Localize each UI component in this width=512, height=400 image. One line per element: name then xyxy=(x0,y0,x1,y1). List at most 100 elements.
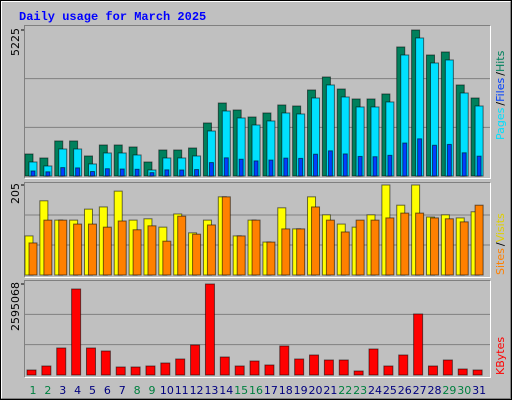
legend-entry: Hits xyxy=(494,50,507,72)
bar xyxy=(387,154,393,177)
bar xyxy=(313,153,319,177)
x-tick-label: 11 xyxy=(175,384,189,397)
x-tick-label: 31 xyxy=(472,384,486,397)
plot-highlight xyxy=(24,280,491,378)
bar xyxy=(279,345,290,376)
bar xyxy=(298,157,304,177)
y-tick-label: 2595068 xyxy=(9,282,22,331)
bar xyxy=(311,206,321,276)
y-tick-label: 205 xyxy=(9,183,22,204)
bar xyxy=(234,365,245,376)
x-tick-label: 14 xyxy=(219,384,233,397)
bar xyxy=(413,313,424,376)
bar xyxy=(372,156,378,177)
bar xyxy=(192,233,202,276)
bar xyxy=(444,218,454,276)
x-tick-label: 21 xyxy=(323,384,337,397)
x-tick-label: 15 xyxy=(234,384,248,397)
x-tick-label: 12 xyxy=(190,384,204,397)
bar xyxy=(71,288,82,376)
x-tick-label: 24 xyxy=(368,384,382,397)
bar xyxy=(58,219,68,276)
bar xyxy=(223,157,229,177)
bar xyxy=(26,369,37,376)
x-tick-label: 28 xyxy=(427,384,441,397)
bar xyxy=(323,359,334,376)
bar xyxy=(253,160,259,177)
bar xyxy=(160,362,171,376)
bar xyxy=(208,162,214,177)
bar xyxy=(219,356,230,376)
bar xyxy=(104,168,110,177)
bar xyxy=(190,344,201,376)
bar xyxy=(476,155,482,177)
bar xyxy=(145,365,156,376)
bar xyxy=(342,153,348,177)
bar xyxy=(236,235,246,276)
bar xyxy=(338,359,349,376)
plot-highlight xyxy=(24,25,491,179)
x-tick-label: 16 xyxy=(249,384,263,397)
bar xyxy=(446,143,452,177)
bar xyxy=(296,228,306,276)
x-tick-label: 10 xyxy=(160,384,174,397)
plot-highlight xyxy=(24,182,491,278)
bar xyxy=(474,204,484,276)
bar xyxy=(431,144,437,177)
bar xyxy=(89,171,95,177)
bar xyxy=(264,364,275,376)
bar xyxy=(249,360,260,376)
legend: Pages/Files/Hits xyxy=(494,50,507,140)
bar xyxy=(385,217,395,276)
bar xyxy=(355,219,365,276)
bar xyxy=(461,152,467,177)
x-tick-label: 7 xyxy=(119,384,126,397)
bar xyxy=(75,167,81,177)
x-tick-label: 13 xyxy=(204,384,218,397)
x-tick-label: 20 xyxy=(309,384,323,397)
bar xyxy=(427,365,438,376)
bar xyxy=(442,359,453,376)
x-tick-label: 29 xyxy=(442,384,456,397)
bar xyxy=(100,350,111,376)
legend-separator: / xyxy=(494,102,507,106)
bar xyxy=(283,157,289,177)
x-tick-label: 27 xyxy=(413,384,427,397)
bar xyxy=(221,196,231,276)
bar xyxy=(353,370,364,376)
bar xyxy=(30,170,36,177)
bar xyxy=(457,368,468,376)
bar xyxy=(162,240,172,276)
bar xyxy=(132,229,142,276)
x-tick-label: 26 xyxy=(398,384,412,397)
bar xyxy=(268,159,274,177)
x-tick-label: 4 xyxy=(74,384,81,397)
legend: KBytes xyxy=(494,337,507,375)
bar xyxy=(402,142,408,177)
bar xyxy=(294,358,305,376)
bar xyxy=(194,169,200,177)
bar xyxy=(73,223,83,276)
bar xyxy=(130,366,141,376)
x-tick-label: 5 xyxy=(89,384,96,397)
legend: Sites /Visits xyxy=(494,213,507,275)
x-tick-label: 30 xyxy=(457,384,471,397)
bar xyxy=(164,169,170,177)
x-tick-label: 8 xyxy=(134,384,141,397)
bar xyxy=(87,223,97,276)
bar xyxy=(177,215,187,276)
bar xyxy=(102,226,112,276)
bar xyxy=(238,158,244,177)
legend-entry: Files xyxy=(494,77,507,101)
x-tick-label: 9 xyxy=(148,384,155,397)
bar xyxy=(56,347,67,376)
bar xyxy=(325,219,335,276)
bar xyxy=(357,155,363,177)
legend-entry: KBytes xyxy=(494,337,507,375)
bar xyxy=(149,172,155,177)
bar xyxy=(117,220,127,276)
x-tick-label: 22 xyxy=(338,384,352,397)
